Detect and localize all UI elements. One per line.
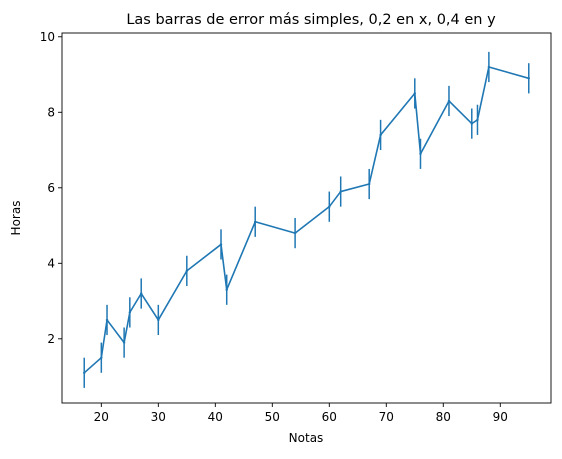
x-tick-label: 60 <box>322 410 337 424</box>
y-tick-label: 2 <box>47 332 55 346</box>
x-tick-label: 90 <box>493 410 508 424</box>
y-tick-label: 4 <box>47 256 55 270</box>
x-tick-label: 30 <box>151 410 166 424</box>
x-axis: 20 30 40 50 60 70 80 90 <box>94 403 508 424</box>
x-tick-label: 50 <box>265 410 280 424</box>
y-axis-label: Horas <box>9 201 23 236</box>
x-tick-label: 70 <box>379 410 394 424</box>
plot-area <box>83 51 530 388</box>
x-tick-label: 80 <box>436 410 451 424</box>
y-axis: 2 4 6 8 10 <box>40 30 62 346</box>
x-tick-label: 40 <box>208 410 223 424</box>
series-line <box>83 66 529 374</box>
chart-title: Las barras de error más simples, 0,2 en … <box>126 12 496 28</box>
y-tick-label: 10 <box>40 30 55 44</box>
x-axis-label: Notas <box>289 431 324 445</box>
y-tick-label: 8 <box>47 105 55 119</box>
plot-frame <box>61 32 552 404</box>
x-tick-label: 20 <box>94 410 109 424</box>
y-tick-label: 6 <box>47 181 55 195</box>
